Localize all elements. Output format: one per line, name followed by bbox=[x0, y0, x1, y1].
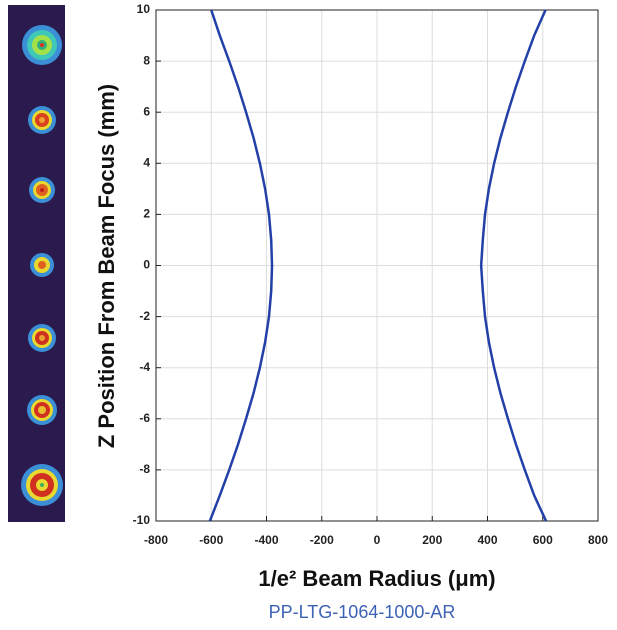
y-tick-label: 0 bbox=[143, 258, 150, 272]
caption: PP-LTG-1064-1000-AR bbox=[269, 602, 456, 622]
y-tick-label: 10 bbox=[137, 2, 151, 16]
plot-frame bbox=[155, 9, 599, 522]
y-tick-label: -10 bbox=[133, 513, 151, 527]
y-tick-label: -2 bbox=[139, 309, 150, 323]
x-tick-label: -400 bbox=[254, 533, 278, 547]
beam-line bbox=[479, 9, 548, 522]
y-tick-label: -6 bbox=[139, 411, 150, 425]
y-axis-label: Z Position From Beam Focus (mm) bbox=[94, 84, 119, 448]
x-tick-label: -600 bbox=[199, 533, 223, 547]
y-tick-label: 2 bbox=[143, 207, 150, 221]
x-tick-label: 600 bbox=[533, 533, 553, 547]
beam-line bbox=[208, 9, 274, 522]
y-tick-label: 8 bbox=[143, 53, 150, 67]
y-tick-label: 4 bbox=[143, 155, 150, 169]
beam-profiles bbox=[8, 5, 65, 522]
y-tick-label: -4 bbox=[139, 360, 150, 374]
x-tick-label: 800 bbox=[588, 533, 608, 547]
x-tick-label: -200 bbox=[310, 533, 334, 547]
x-tick-label: 200 bbox=[422, 533, 442, 547]
x-tick-label: -800 bbox=[144, 533, 168, 547]
x-tick-label: 0 bbox=[374, 533, 381, 547]
x-axis-label: 1/e² Beam Radius (μm) bbox=[258, 566, 495, 591]
y-tick-label: 6 bbox=[143, 104, 150, 118]
y-tick-label: -8 bbox=[139, 462, 150, 476]
x-tick-label: 400 bbox=[477, 533, 497, 547]
